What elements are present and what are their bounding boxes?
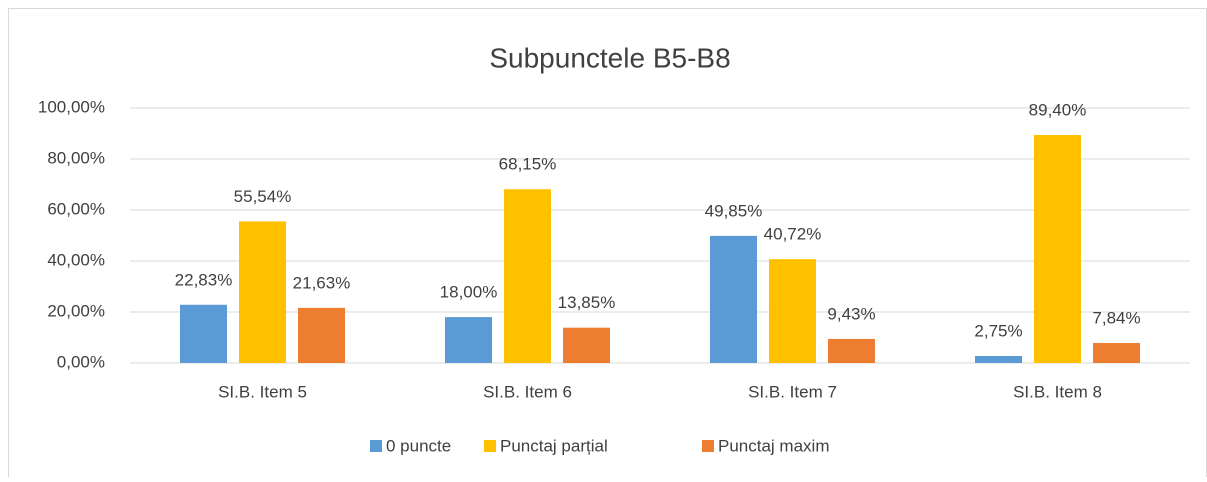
chart-frame <box>8 8 1207 479</box>
data-label: 68,15% <box>499 155 557 174</box>
bar <box>828 338 875 363</box>
data-label: 2,75% <box>974 321 1022 340</box>
x-tick-label: SI.B. Item 7 <box>748 382 837 401</box>
data-label: 18,00% <box>440 283 498 302</box>
data-label: 89,40% <box>1029 101 1087 120</box>
bar <box>563 327 610 363</box>
data-label: 9,43% <box>827 304 875 323</box>
data-label: 7,84% <box>1092 308 1140 327</box>
bar <box>298 307 345 363</box>
data-label: 21,63% <box>293 273 351 292</box>
bar <box>1034 135 1081 363</box>
bar <box>445 317 492 363</box>
bar <box>975 355 1022 363</box>
data-label: 49,85% <box>705 201 763 220</box>
data-label: 13,85% <box>558 293 616 312</box>
y-tick-label: 100,00% <box>38 97 105 116</box>
bar <box>239 221 286 363</box>
y-tick-label: 20,00% <box>47 301 105 320</box>
data-label: 40,72% <box>764 225 822 244</box>
bar <box>769 259 816 363</box>
y-tick-label: 0,00% <box>57 352 105 371</box>
bar <box>504 189 551 363</box>
legend-swatch <box>484 440 496 452</box>
data-label: 55,54% <box>234 187 292 206</box>
y-tick-label: 80,00% <box>47 148 105 167</box>
data-label: 22,83% <box>175 270 233 289</box>
chart-title: Subpunctele B5-B8 <box>489 42 730 73</box>
bar <box>180 304 227 363</box>
x-tick-label: SI.B. Item 8 <box>1013 382 1102 401</box>
legend-swatch <box>702 440 714 452</box>
legend-label: Punctaj maxim <box>718 436 829 455</box>
y-tick-label: 40,00% <box>47 250 105 269</box>
bar <box>710 235 757 363</box>
x-tick-label: SI.B. Item 5 <box>218 382 307 401</box>
legend-swatch <box>370 440 382 452</box>
legend-label: Punctaj parțial <box>500 436 608 455</box>
bar <box>1093 343 1140 363</box>
y-tick-label: 60,00% <box>47 199 105 218</box>
x-tick-label: SI.B. Item 6 <box>483 382 572 401</box>
legend-label: 0 puncte <box>386 436 451 455</box>
